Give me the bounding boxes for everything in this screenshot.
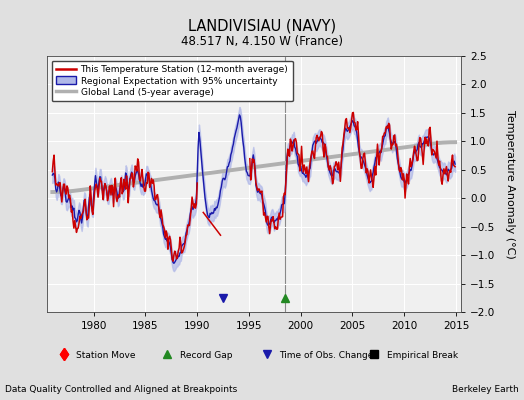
Text: Time of Obs. Change: Time of Obs. Change [279, 351, 374, 360]
Legend: This Temperature Station (12-month average), Regional Expectation with 95% uncer: This Temperature Station (12-month avera… [52, 60, 293, 102]
Y-axis label: Temperature Anomaly (°C): Temperature Anomaly (°C) [505, 110, 515, 258]
Text: LANDIVISIAU (NAVY): LANDIVISIAU (NAVY) [188, 18, 336, 34]
Text: Data Quality Controlled and Aligned at Breakpoints: Data Quality Controlled and Aligned at B… [5, 386, 237, 394]
Text: Station Move: Station Move [76, 351, 136, 360]
Text: Empirical Break: Empirical Break [387, 351, 458, 360]
Text: Record Gap: Record Gap [180, 351, 232, 360]
Text: Berkeley Earth: Berkeley Earth [452, 386, 519, 394]
Text: 48.517 N, 4.150 W (France): 48.517 N, 4.150 W (France) [181, 36, 343, 48]
